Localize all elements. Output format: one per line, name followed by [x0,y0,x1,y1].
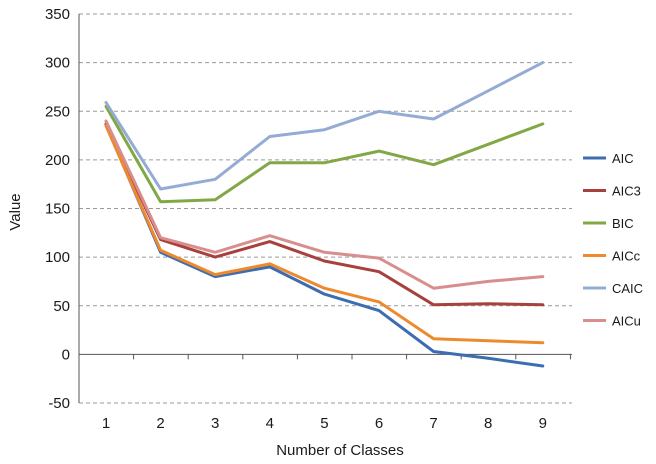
legend-label-aicu: AICu [612,314,641,329]
axes: -50 0 50 100 150 200 250 300 350 1 2 3 4 5 6 7 8 9 [45,6,572,432]
series-line-aic [104,123,545,368]
legend-label-aicc: AICc [612,249,641,264]
series-line-caic [104,61,545,191]
x-tick-label: 7 [429,415,437,432]
y-tick-label: 100 [45,249,70,266]
y-tick-label: 300 [45,55,70,72]
y-axis-title: Value [7,193,24,230]
y-tick-label: 200 [45,152,70,169]
legend-label-caic: CAIC [612,281,643,296]
y-tick-label: 0 [62,346,70,363]
x-tick-label: 3 [211,415,219,432]
series-line-aicc [104,124,545,345]
x-axis-title: Number of Classes [276,442,404,459]
x-tick-label: 8 [484,415,492,432]
y-tick-label: 250 [45,103,70,120]
series-line-aic3 [104,122,545,307]
legend-label-bic: BIC [612,216,634,231]
y-tick-label: 350 [45,6,70,23]
y-tick-label: 150 [45,201,70,218]
x-tick-label: 1 [102,415,110,432]
y-tick-label: 50 [53,298,70,315]
legend-label-aic: AIC [612,151,634,166]
series-line-bic [104,104,545,204]
gridlines [79,13,572,404]
x-tick-label: 6 [375,415,383,432]
series-lines [104,61,545,368]
series-line-aicu [104,119,545,290]
x-tick-label: 9 [539,415,547,432]
x-tick-label: 4 [266,415,274,432]
x-tick-label: 5 [320,415,328,432]
y-tick-label: -50 [48,395,70,412]
legend-label-aic3: AIC3 [612,184,641,199]
legend: AIC AIC3 BIC AICc CAIC AICu [583,151,643,329]
x-tick-label: 2 [156,415,164,432]
